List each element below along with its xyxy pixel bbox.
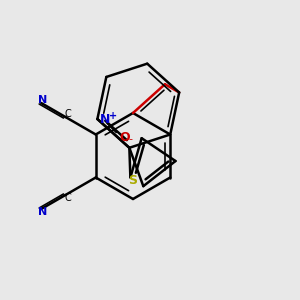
Text: S: S xyxy=(128,174,137,187)
Text: -: - xyxy=(128,134,132,144)
Text: C: C xyxy=(64,193,71,203)
Text: N: N xyxy=(38,207,47,217)
Text: C: C xyxy=(64,109,71,119)
Text: +: + xyxy=(110,111,118,121)
Text: O: O xyxy=(119,130,130,143)
Text: N: N xyxy=(38,95,47,105)
Text: N: N xyxy=(99,112,110,125)
